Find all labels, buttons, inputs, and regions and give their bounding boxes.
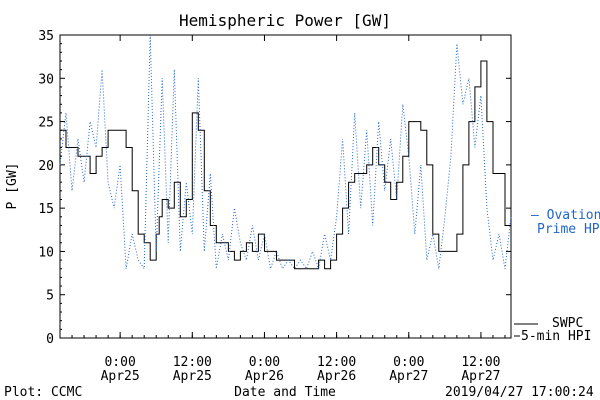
x-tick-date-label: Apr26 xyxy=(317,369,356,384)
x-tick-time-label: 0:00 xyxy=(249,355,280,370)
y-tick-label: 10 xyxy=(38,245,54,260)
y-axis: 0 5 10 15 20 25 30 35 xyxy=(38,29,511,347)
x-tick-date-label: Apr25 xyxy=(101,369,140,384)
x-axis-label: Date and Time xyxy=(234,385,336,400)
legend-ovation-line2: Prime HPI xyxy=(537,222,600,237)
y-tick-label: 20 xyxy=(38,159,54,174)
y-tick-label: 15 xyxy=(38,202,54,217)
legend: — Ovation Prime HPI SWPC 5-min HPI xyxy=(514,208,600,344)
plot-credit: Plot: CCMC xyxy=(4,385,82,400)
y-tick-label: 0 xyxy=(46,332,54,347)
y-tick-label: 25 xyxy=(38,116,54,131)
x-tick-date-label: Apr27 xyxy=(389,369,428,384)
y-axis-label: P [GW] xyxy=(5,163,20,210)
x-axis: 0:00Apr2512:00Apr250:00Apr2612:00Apr260:… xyxy=(59,35,506,384)
series-layer xyxy=(59,34,512,271)
x-tick-date-label: Apr25 xyxy=(173,369,212,384)
x-tick-date-label: Apr26 xyxy=(245,369,284,384)
x-tick-time-label: 12:00 xyxy=(461,355,500,370)
x-tick-time-label: 0:00 xyxy=(393,355,424,370)
plot-timestamp: 2019/04/27 17:00:24 xyxy=(445,385,594,400)
legend-ovation-line1: — Ovation xyxy=(531,208,600,223)
series-ovation-line xyxy=(59,34,512,271)
y-tick-label: 5 xyxy=(46,289,54,304)
x-tick-time-label: 12:00 xyxy=(173,355,212,370)
x-tick-time-label: 12:00 xyxy=(317,355,356,370)
y-tick-label: 35 xyxy=(38,29,54,44)
legend-swpc-line1: SWPC xyxy=(552,316,583,331)
y-tick-label: 30 xyxy=(38,72,54,87)
chart-title: Hemispheric Power [GW] xyxy=(179,11,391,30)
legend-swpc-line2: 5-min HPI xyxy=(521,329,591,344)
series-swpc-line xyxy=(60,60,512,270)
plot-frame xyxy=(59,34,512,339)
x-tick-time-label: 0:00 xyxy=(104,355,135,370)
x-tick-date-label: Apr27 xyxy=(461,369,500,384)
